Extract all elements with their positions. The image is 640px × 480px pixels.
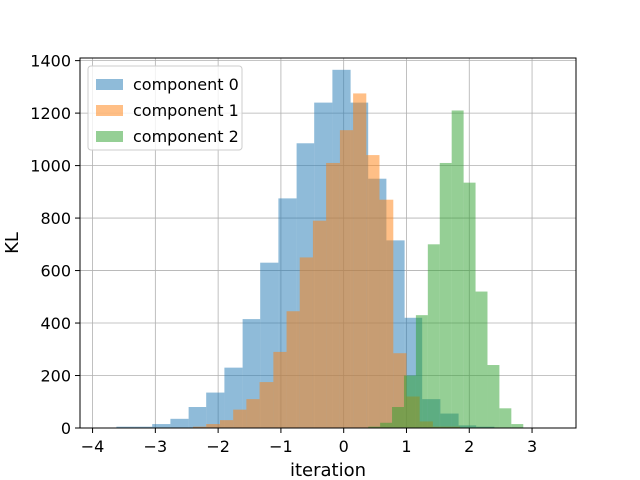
legend: component 0 component 1 component 2	[87, 65, 243, 151]
histogram-bar	[299, 257, 313, 428]
histogram-bar	[152, 424, 171, 428]
histogram-bar	[134, 426, 153, 428]
plot-frame	[79, 57, 577, 429]
histogram-bar	[188, 407, 207, 428]
histogram-bar	[259, 382, 274, 428]
histogram-bar	[366, 155, 380, 428]
y-tick-label: 1200	[30, 104, 71, 123]
legend-swatch	[96, 105, 123, 116]
histogram-bar	[233, 409, 247, 428]
histogram-bar	[326, 162, 340, 428]
y-tick-label: 600	[40, 262, 71, 281]
legend-swatch	[96, 131, 123, 142]
histogram-bar	[499, 408, 512, 428]
legend-swatch	[96, 79, 123, 90]
y-tick-label: 200	[40, 367, 71, 386]
y-tick-label: 400	[40, 314, 71, 333]
histogram-bar	[427, 244, 440, 428]
histogram-bar	[392, 407, 404, 428]
x-tick-label: −4	[81, 437, 105, 456]
histogram-bar	[206, 392, 225, 428]
histogram-bar	[170, 418, 189, 428]
series-1-bars	[193, 93, 460, 428]
histogram-bar	[368, 426, 381, 428]
y-axis-label: KL	[2, 232, 23, 254]
x-tick-label: −2	[206, 437, 230, 456]
x-tick-label: −1	[269, 437, 293, 456]
histogram-bar	[380, 422, 393, 428]
series-2-bars	[368, 110, 524, 428]
histogram-bar	[403, 375, 416, 428]
x-tick-label: −3	[144, 437, 168, 456]
histogram-bar	[463, 182, 476, 428]
histogram-bar	[451, 110, 464, 428]
y-axis-ticks: 0 200 400 600 800 1000 1200 1400	[30, 52, 80, 438]
y-tick-label: 1400	[30, 52, 71, 71]
histogram-bar	[379, 199, 394, 428]
y-tick-label: 1000	[30, 157, 71, 176]
histogram-bar	[487, 365, 500, 428]
histogram-bar	[339, 130, 354, 428]
histogram-bar	[273, 351, 287, 428]
y-tick-label: 0	[61, 419, 71, 438]
histogram-bar	[116, 426, 135, 428]
histogram-bar	[246, 399, 260, 428]
histogram-bars	[116, 69, 524, 429]
histogram-bar	[312, 220, 327, 428]
histogram-bar	[286, 311, 300, 428]
histogram-bar	[511, 424, 524, 428]
legend-label: component 2	[133, 127, 239, 146]
legend-label: component 1	[133, 101, 239, 120]
x-tick-label: 2	[464, 437, 474, 456]
histogram-bar	[206, 424, 221, 428]
histogram-bar	[220, 420, 234, 428]
x-tick-label: 1	[401, 437, 411, 456]
x-axis-label: iteration	[290, 460, 366, 480]
histogram-bar	[439, 162, 452, 428]
histogram-bar	[353, 93, 367, 428]
histogram-bar	[475, 291, 488, 428]
histogram-bar	[193, 426, 207, 428]
x-axis-ticks: −4 −3 −2 −1 0 1 2 3	[81, 428, 537, 456]
y-tick-label: 800	[40, 209, 71, 228]
x-tick-label: 3	[527, 437, 537, 456]
x-tick-label: 0	[339, 437, 349, 456]
histogram-bar	[415, 315, 428, 428]
legend-label: component 0	[133, 75, 239, 94]
legend-box	[87, 65, 243, 151]
